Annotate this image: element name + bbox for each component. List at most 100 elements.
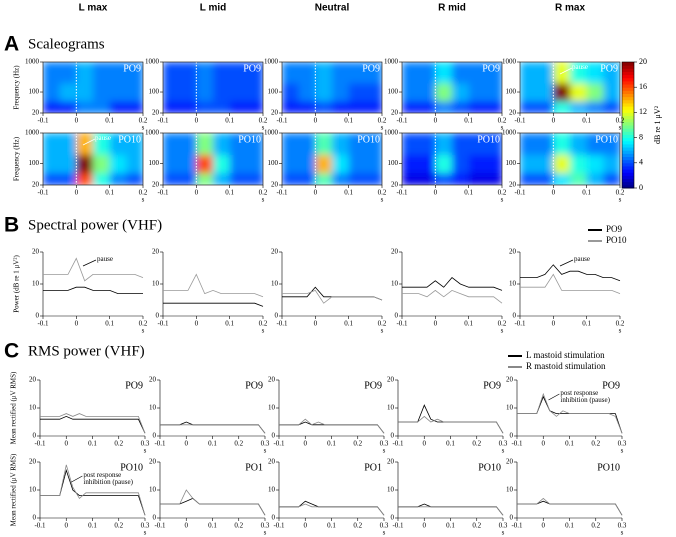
x-tick-label: -0.1: [37, 189, 49, 197]
colorbar-step: [622, 125, 634, 129]
heatmap-cell: [76, 172, 94, 185]
x-tick-label: 0.1: [327, 440, 336, 448]
x-tick-label: 0.1: [582, 320, 591, 328]
legend-label: PO10: [606, 235, 627, 245]
y-tick-label: 0: [153, 514, 157, 522]
x-tick-label: 0.3: [499, 522, 508, 530]
x-tick-label: 0.2: [139, 117, 148, 125]
x-tick-label: 0: [65, 440, 69, 448]
x-tick-label: 0.1: [446, 440, 455, 448]
x-unit: s: [381, 124, 384, 132]
x-tick-label: -0.1: [37, 117, 49, 125]
legend-label: L mastoid stimulation: [526, 350, 605, 360]
channel-label: PO1: [364, 462, 382, 473]
heatmap-cell: [315, 154, 333, 174]
channel-label: PO9: [362, 63, 380, 74]
heatmap-cell: [246, 154, 263, 174]
heatmap-cell: [435, 172, 453, 185]
heatmap-cell: [196, 172, 214, 185]
y-tick-label: 20: [387, 458, 395, 466]
y-tick-label: 1000: [384, 58, 399, 66]
series-line: [402, 277, 503, 291]
heatmap: [402, 133, 502, 185]
heatmap-cell: [418, 172, 436, 185]
colorbar-step: [622, 84, 634, 88]
heatmap-cell: [179, 101, 197, 113]
heatmap-cell: [93, 172, 111, 185]
heatmap-cell: [570, 133, 588, 155]
y-tick-label: 20: [32, 181, 40, 189]
x-tick-label: 0: [314, 117, 318, 125]
x-unit: s: [383, 529, 386, 537]
heatmap-cell: [163, 133, 181, 155]
heatmap-cell: [163, 154, 181, 174]
heatmap-cell: [348, 133, 366, 155]
colorbar-step: [622, 172, 634, 176]
y-axis-label: Frequency (Hz): [13, 136, 21, 181]
y-axis-label: Mean rectified (μV RMS): [10, 453, 18, 526]
y-tick-label: 20: [391, 248, 399, 256]
heatmap: [43, 62, 143, 113]
heatmap-cell: [402, 62, 420, 84]
heatmap-cell: [229, 101, 247, 113]
heatmap-cell: [213, 101, 231, 113]
heatmap-cell: [348, 172, 366, 185]
colorbar-step: [622, 77, 634, 82]
series-line: [43, 257, 144, 282]
x-unit: s: [621, 529, 624, 537]
annotation-arrow: [71, 475, 83, 483]
y-tick-label: 0: [395, 312, 399, 320]
y-tick-label: 10: [152, 280, 160, 288]
heatmap-cell: [603, 133, 620, 155]
x-tick-label: 0.2: [259, 117, 268, 125]
x-tick-label: -0.1: [392, 522, 404, 530]
heatmap-cell: [229, 133, 247, 155]
y-tick-label: 20: [149, 376, 157, 384]
series-line: [163, 302, 264, 307]
heatmap-cell: [520, 154, 538, 174]
heatmap-cell: [126, 133, 143, 155]
heatmap-cell: [418, 101, 436, 113]
x-tick-label: 0.2: [616, 320, 625, 328]
x-tick-label: 0.1: [344, 189, 353, 197]
y-tick-label: 10: [387, 404, 395, 412]
x-tick-label: 0.1: [225, 117, 234, 125]
heatmap-cell: [520, 133, 538, 155]
heatmap-cells: [282, 133, 382, 185]
y-tick-label: 20: [268, 376, 276, 384]
annotation-arrow: [548, 393, 560, 401]
y-tick-label: 100: [149, 88, 160, 96]
y-tick-label: 20: [271, 109, 279, 117]
heatmap-cell: [348, 62, 366, 84]
heatmap-cell: [418, 154, 436, 174]
x-tick-label: 0.2: [498, 117, 507, 125]
y-tick-label: 10: [506, 404, 514, 412]
plot-frame: [162, 61, 264, 114]
x-tick-label: 0.1: [208, 522, 217, 530]
x-tick-label: 0.2: [378, 320, 387, 328]
x-tick-label: 0.1: [582, 189, 591, 197]
x-tick-label: 0.3: [261, 440, 270, 448]
x-unit: s: [262, 196, 265, 204]
x-tick-label: 0.1: [225, 189, 234, 197]
heatmap-cell: [418, 133, 436, 155]
heatmap-cell: [435, 101, 453, 113]
x-tick-label: 0: [314, 320, 318, 328]
x-tick-label: -0.1: [276, 189, 288, 197]
plot-frame: [281, 61, 383, 114]
x-tick-label: 0.1: [208, 440, 217, 448]
x-tick-label: 0: [65, 522, 69, 530]
x-tick-label: 0.2: [139, 189, 148, 197]
x-unit: s: [619, 327, 622, 335]
y-tick-label: 100: [149, 159, 160, 167]
series-line: [517, 497, 623, 516]
heatmap-cell: [282, 154, 300, 174]
heatmap-cell: [402, 133, 420, 155]
heatmap-cell: [59, 82, 77, 102]
heatmap-cell: [315, 133, 333, 155]
heatmap-cell: [196, 154, 214, 174]
y-tick-label: 20: [29, 376, 37, 384]
heatmap-cell: [179, 154, 197, 174]
heatmap-cell: [365, 82, 382, 102]
